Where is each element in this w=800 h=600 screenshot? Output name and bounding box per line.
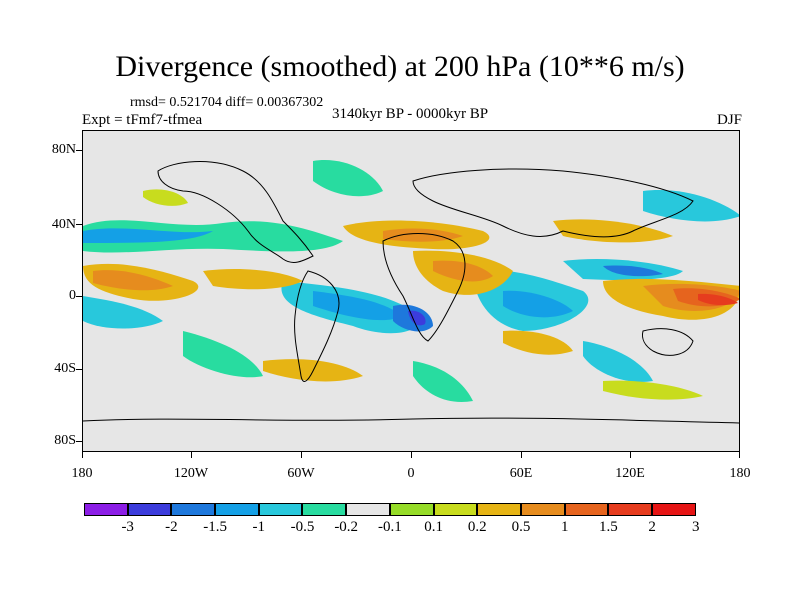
colorbar-label: -3 (121, 519, 134, 535)
stats-text: rmsd= 0.521704 diff= 0.00367302 (130, 95, 324, 110)
lon-label-180w: 180 (71, 466, 93, 481)
colorbar-label: 1.5 (599, 519, 618, 535)
colorbar-swatch (127, 503, 172, 516)
colorbar-swatch (302, 503, 347, 516)
lon-label-60w: 60W (287, 466, 315, 481)
lon-tick (630, 452, 631, 458)
lon-label-120e: 120E (615, 466, 645, 481)
colorbar-swatch (651, 503, 696, 516)
lat-label-0: 0 (69, 288, 76, 303)
lon-tick (739, 452, 740, 458)
colorbar-swatch (258, 503, 303, 516)
lon-tick (191, 452, 192, 458)
lat-label-80s: 80S (54, 433, 76, 448)
colorbar-label: -0.1 (378, 519, 402, 535)
colorbar-label: 2 (648, 519, 656, 535)
lat-tick (76, 441, 82, 442)
positive-anomalies (83, 189, 739, 400)
colorbar-swatch (215, 503, 259, 516)
season-label: DJF (716, 112, 742, 128)
lon-label-180e: 180 (729, 466, 751, 481)
colorbar-swatch (389, 503, 434, 516)
colorbar-label: -2 (165, 519, 178, 535)
colorbar-label: 0.2 (467, 519, 487, 535)
colorbar (84, 503, 696, 516)
colorbar-swatch (84, 503, 128, 516)
colorbar-swatch (564, 503, 609, 516)
colorbar-label: -0.2 (334, 519, 359, 535)
colorbar-label: 1 (560, 519, 569, 535)
lon-label-120w: 120W (173, 466, 209, 481)
colorbar-label: 0.5 (511, 519, 531, 535)
coastlines (83, 161, 739, 424)
lat-tick (76, 369, 82, 370)
lon-tick (521, 452, 522, 458)
divergence-field (83, 131, 739, 451)
lat-tick (76, 224, 82, 225)
colorbar-label: -1.5 (203, 519, 227, 535)
colorbar-label: 3 (692, 519, 700, 535)
colorbar-swatch (171, 503, 216, 516)
lat-tick (76, 150, 82, 151)
lon-label-0: 0 (407, 466, 415, 481)
map-panel (82, 130, 740, 452)
period-label: 3140kyr BP - 0000kyr BP (331, 106, 489, 122)
lon-tick (82, 452, 83, 458)
colorbar-swatch (433, 503, 478, 516)
colorbar-swatch (477, 503, 521, 516)
experiment-label: Expt = tFmf7-tfmea (82, 112, 203, 128)
colorbar-swatch (608, 503, 652, 516)
colorbar-swatch (520, 503, 565, 516)
lon-tick (411, 452, 412, 458)
negative-anomalies (83, 160, 739, 402)
colorbar-label: -1 (252, 519, 266, 535)
lat-tick (76, 296, 82, 297)
plot-title: Divergence (smoothed) at 200 hPa (10**6 … (115, 50, 685, 83)
colorbar-label: -0.5 (290, 519, 315, 535)
lat-label-80n: 80N (51, 142, 76, 157)
lon-tick (301, 452, 302, 458)
lat-label-40n: 40N (51, 217, 76, 232)
colorbar-swatch (346, 503, 390, 516)
lat-label-40s: 40S (54, 361, 76, 376)
lon-label-60e: 60E (509, 466, 533, 481)
colorbar-label: 0.1 (424, 519, 443, 535)
